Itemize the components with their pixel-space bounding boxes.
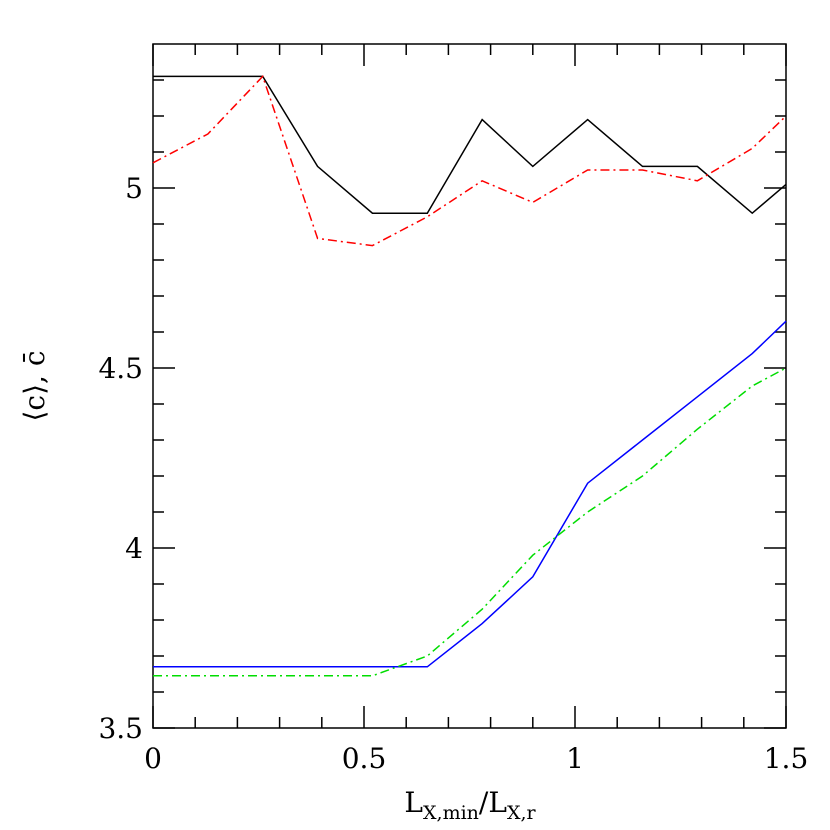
series-line: [153, 367, 787, 677]
y-tick-label: 5: [125, 172, 143, 205]
y-tick-label: 4.5: [98, 352, 143, 385]
series-line: [153, 320, 787, 668]
x-label-part: X,min: [423, 802, 479, 824]
x-tick-label: 1: [566, 742, 584, 775]
x-label-part: L: [404, 786, 423, 819]
x-label-part: X,r: [507, 802, 537, 824]
series-line: [152, 74, 787, 247]
x-tick-label: 0.5: [342, 742, 387, 775]
plot-frame: [152, 43, 787, 729]
y-axis-label: ⟨c⟩, c̄: [18, 350, 51, 421]
x-tick-label: 1.5: [764, 742, 809, 775]
x-label-part: /L: [479, 786, 507, 819]
y-tick-label: 3.5: [98, 712, 143, 745]
y-tick-label: 4: [125, 532, 143, 565]
x-tick-label: 0: [144, 742, 162, 775]
series-line: [153, 75, 787, 215]
x-axis-label: LX,min/LX,r: [404, 786, 536, 824]
